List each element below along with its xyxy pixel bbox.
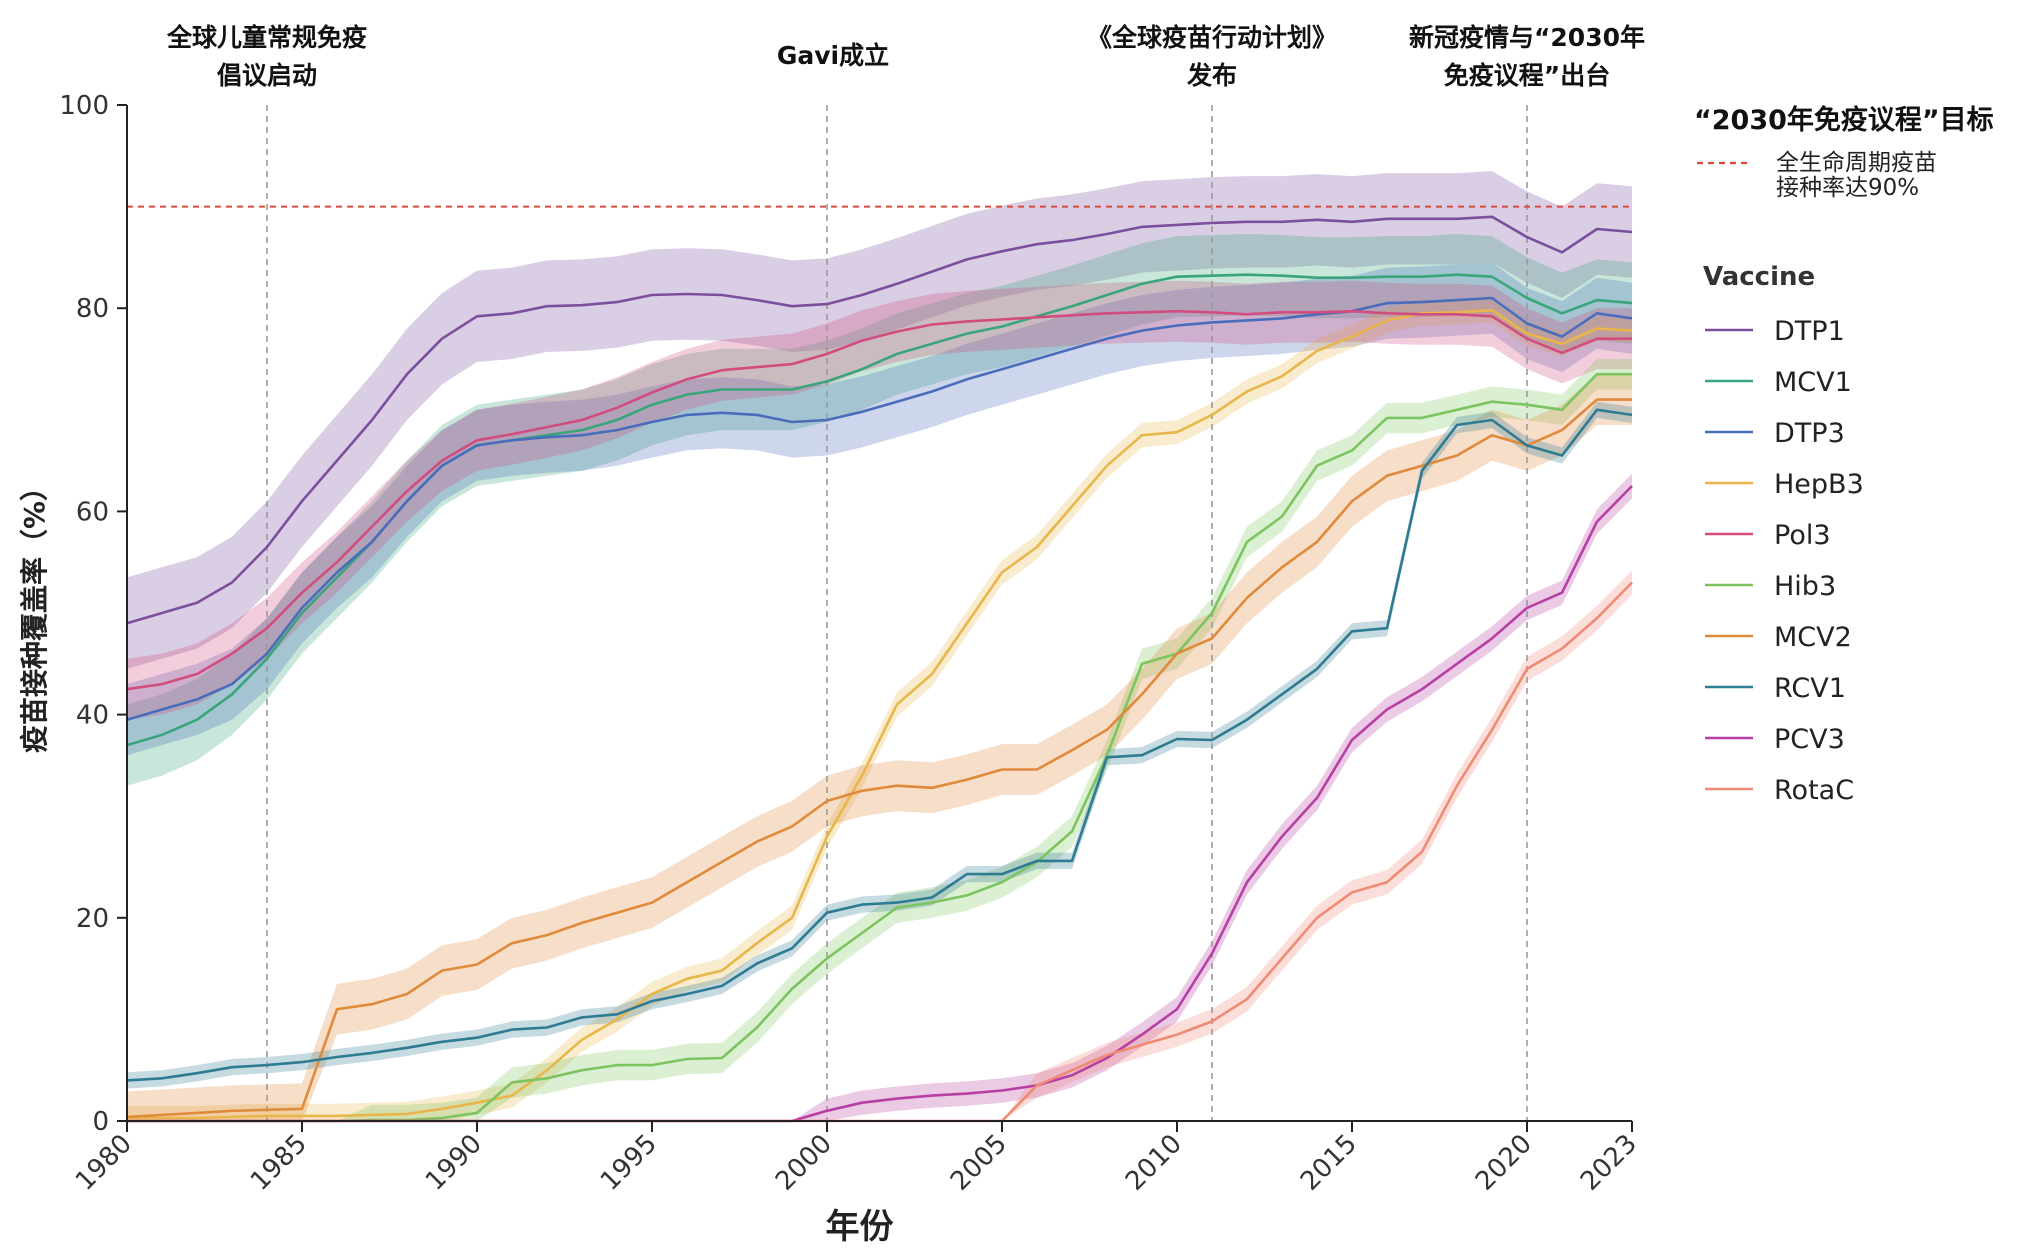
y-tick-label: 100 bbox=[59, 91, 109, 121]
x-tick-label: 1995 bbox=[595, 1129, 663, 1197]
legend-label-mcv1: MCV1 bbox=[1774, 367, 1852, 398]
series-line-hepb3 bbox=[127, 308, 1633, 1120]
band-hib3 bbox=[127, 359, 1632, 1121]
y-axis-label: 疫苗接种覆盖率（%） bbox=[18, 473, 51, 753]
band-rotac bbox=[127, 570, 1632, 1121]
legend-label-rcv1: RCV1 bbox=[1774, 673, 1846, 704]
event-label-1984-line2: 倡议启动 bbox=[217, 61, 317, 90]
target-text-line1: 全生命周期疫苗 bbox=[1776, 150, 1937, 176]
legend-label-pol3: Pol3 bbox=[1774, 520, 1831, 551]
series-line-mcv2 bbox=[126, 398, 1632, 1119]
y-tick-label: 0 bbox=[92, 1107, 109, 1137]
event-label-2020: 新冠疫情与“2030年 bbox=[1409, 23, 1645, 52]
series-line-dtp3 bbox=[126, 296, 1633, 721]
event-label-1984: 全球儿童常规免疫 bbox=[166, 23, 367, 52]
y-tick-label: 20 bbox=[76, 904, 109, 934]
x-tick-label: 2015 bbox=[1295, 1129, 1363, 1197]
series-line-rcv1 bbox=[126, 408, 1633, 1082]
x-tick-label: 1990 bbox=[420, 1129, 488, 1197]
legend-label-hepb3: HepB3 bbox=[1774, 469, 1864, 500]
legend-label-mcv2: MCV2 bbox=[1774, 622, 1852, 653]
band-pol3 bbox=[127, 280, 1632, 720]
x-tick-label: 1980 bbox=[70, 1129, 138, 1197]
series-line-rotac bbox=[127, 581, 1633, 1123]
series-line-pol3 bbox=[126, 309, 1632, 691]
x-tick-label: 2010 bbox=[1120, 1129, 1188, 1197]
band-mcv1 bbox=[127, 234, 1632, 786]
event-label-2011-line2: 发布 bbox=[1186, 61, 1237, 90]
x-tick-label: 2020 bbox=[1470, 1129, 1538, 1197]
event-label-2011: 《全球疫苗行动计划》 bbox=[1087, 23, 1337, 52]
event-label-2000: Gavi成立 bbox=[777, 41, 889, 70]
series-line-dtp1 bbox=[126, 215, 1633, 625]
y-tick-label: 80 bbox=[76, 294, 109, 324]
x-tick-label: 1985 bbox=[245, 1129, 313, 1197]
y-tick-label: 40 bbox=[76, 701, 109, 731]
target-heading: “2030年免疫议程”目标 bbox=[1694, 104, 1994, 136]
legend-label-hib3: Hib3 bbox=[1774, 571, 1836, 602]
legend-label-rotac: RotaC bbox=[1774, 775, 1854, 806]
x-axis-label: 年份 bbox=[826, 1207, 894, 1247]
legend-label-dtp3: DTP3 bbox=[1774, 418, 1845, 449]
x-tick-label: 2023 bbox=[1575, 1129, 1643, 1197]
legend-label-pcv3: PCV3 bbox=[1774, 724, 1845, 755]
band-dtp1 bbox=[127, 171, 1632, 669]
y-tick-label: 60 bbox=[76, 497, 109, 527]
band-mcv2 bbox=[127, 374, 1632, 1121]
x-tick-label: 2005 bbox=[945, 1129, 1013, 1197]
x-tick-label: 2000 bbox=[770, 1129, 838, 1197]
legend-title: Vaccine bbox=[1703, 262, 1815, 292]
event-label-2020-line2: 免疫议程”出台 bbox=[1444, 61, 1610, 90]
target-text-line2: 接种率达90% bbox=[1776, 175, 1919, 201]
legend-label-dtp1: DTP1 bbox=[1774, 316, 1845, 347]
